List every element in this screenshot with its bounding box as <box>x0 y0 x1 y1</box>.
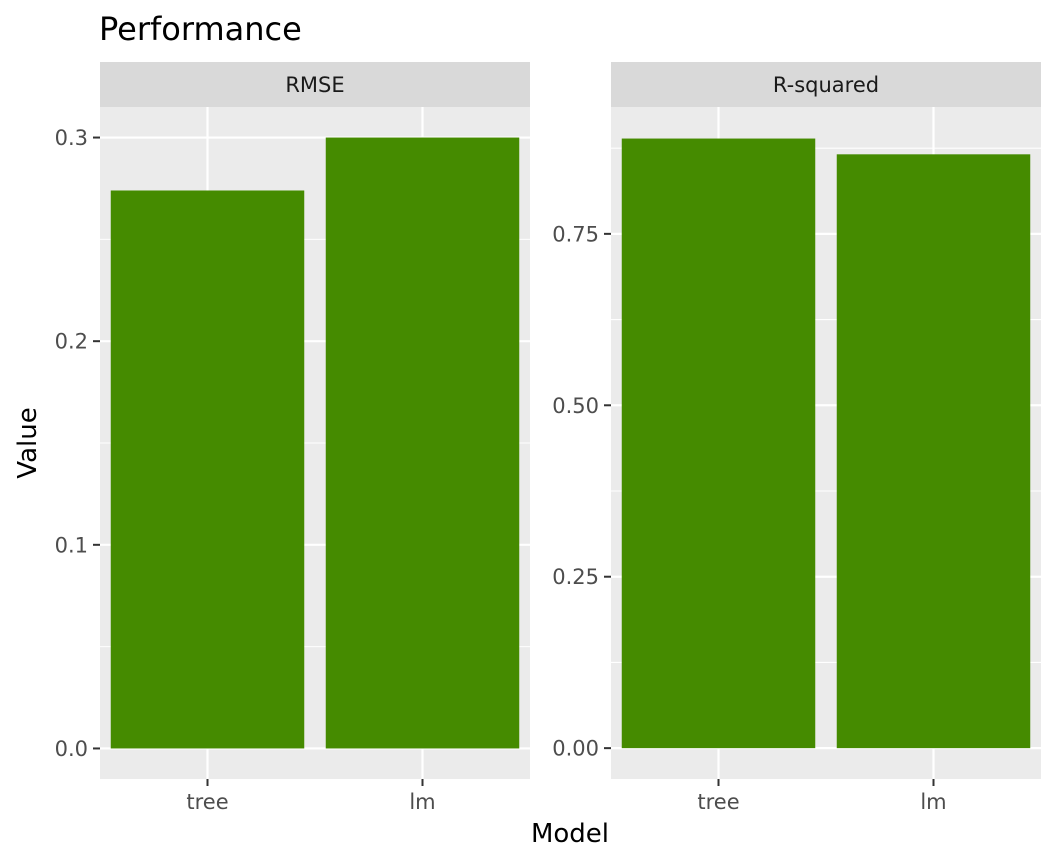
y-tick-label: 0.1 <box>55 533 88 557</box>
y-tick-label: 0.3 <box>55 126 88 150</box>
x-tick-label: tree <box>697 790 739 814</box>
facet-strip-label: RMSE <box>285 73 344 97</box>
bar-lm <box>836 154 1031 749</box>
facet-2: R-squared 0.00 0.25 0.50 0.75 tree lm <box>552 62 1041 814</box>
facet-1: RMSE 0.0 0.1 0.2 0.3 tree lm <box>55 62 530 814</box>
bar-tree <box>110 190 305 749</box>
y-tick-label: 0.2 <box>55 330 88 354</box>
facet-strip <box>611 62 1041 107</box>
y-axis-title: Value <box>13 407 43 478</box>
facet-panels: RMSE 0.0 0.1 0.2 0.3 tree lm R-squared 0.00 0.25 0… <box>55 62 1041 814</box>
bar-tree <box>621 138 816 749</box>
y-tick-label: 0.50 <box>552 394 599 418</box>
x-tick-label: lm <box>409 790 435 814</box>
chart-title: Performance <box>99 10 302 48</box>
y-tick-label: 0.75 <box>552 222 599 246</box>
y-tick-label: 0.25 <box>552 565 599 589</box>
y-tick-label: 0.0 <box>55 737 88 761</box>
x-tick-label: lm <box>920 790 946 814</box>
bar-lm <box>325 137 520 749</box>
facet-strip-label: R-squared <box>773 73 879 97</box>
y-tick-label: 0.00 <box>552 737 599 761</box>
facet-strip <box>100 62 530 107</box>
x-axis-title: Model <box>531 819 609 849</box>
x-tick-label: tree <box>186 790 228 814</box>
